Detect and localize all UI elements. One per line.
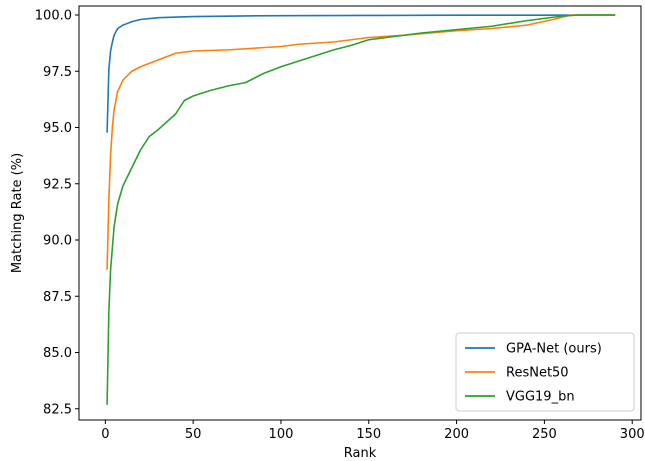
x-tick-label: 0 — [101, 427, 109, 442]
y-axis-label: Matching Rate (%) — [10, 153, 25, 273]
x-tick-label: 150 — [356, 427, 381, 442]
x-tick-label: 250 — [532, 427, 557, 442]
y-tick-label: 90.0 — [43, 234, 72, 249]
series-line-1 — [106, 14, 616, 271]
plot-area-frame — [78, 5, 642, 421]
x-tick-label: 200 — [444, 427, 469, 442]
legend-label-0: GPA-Net (ours) — [506, 342, 602, 357]
x-axis-ticks: 0 50 100 150 200 250 300 — [101, 420, 645, 442]
legend-label-2: VGG19_bn — [506, 390, 575, 405]
y-axis-ticks: 82.5 85.0 87.5 90.0 92.5 95.0 97.5 100.0 — [35, 9, 79, 417]
legend-label-1: ResNet50 — [506, 366, 569, 381]
series-lines — [106, 14, 616, 406]
y-tick-label: 100.0 — [35, 9, 72, 24]
series-line-0 — [106, 14, 616, 133]
y-tick-label: 92.5 — [43, 177, 72, 192]
y-tick-label: 82.5 — [43, 402, 72, 417]
legend-box — [455, 332, 635, 412]
x-tick-label: 50 — [185, 427, 202, 442]
x-tick-label: 300 — [620, 427, 645, 442]
y-tick-label: 97.5 — [43, 65, 72, 80]
y-tick-label: 87.5 — [43, 290, 72, 305]
legend: GPA-Net (ours) ResNet50 VGG19_bn — [455, 332, 635, 412]
series-line-2 — [106, 14, 616, 406]
x-tick-label: 100 — [269, 427, 294, 442]
y-tick-label: 85.0 — [43, 346, 72, 361]
x-axis-label: Rank — [344, 446, 377, 461]
y-tick-label: 95.0 — [43, 121, 72, 136]
